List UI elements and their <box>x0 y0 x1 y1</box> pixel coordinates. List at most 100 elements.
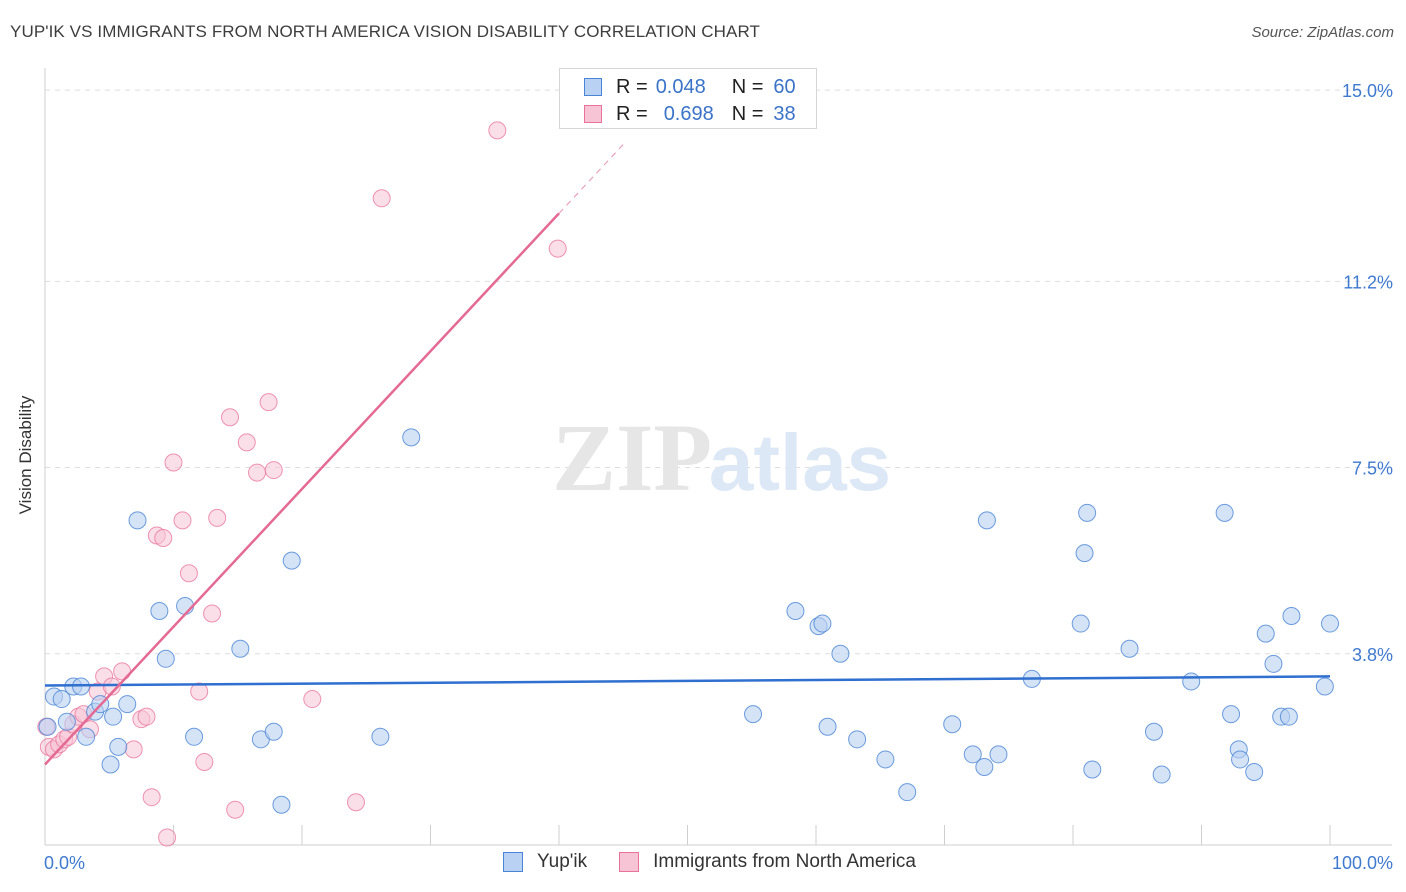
legend-r-label: R = <box>616 102 648 125</box>
yupik-point <box>38 717 57 736</box>
immigrants-point <box>203 604 222 623</box>
yupik-point <box>1245 763 1264 782</box>
yupik-point <box>813 614 832 633</box>
immigrants-point <box>124 740 143 759</box>
yupik-point <box>818 717 837 736</box>
watermark-atlas: atlas <box>709 418 891 507</box>
immigrants-point <box>264 461 283 480</box>
tick-labels: 3.8% 7.5% 11.2% 15.0% 0.0% 100.0% <box>44 81 1393 873</box>
yupik-point <box>77 727 96 746</box>
legend-label-yupik: Yup'ik <box>537 851 588 872</box>
yupik-point <box>744 705 763 724</box>
yupik-point <box>1215 503 1234 522</box>
immigrants-point <box>179 564 198 583</box>
immigrants-point <box>158 828 177 847</box>
immigrants-point <box>137 707 156 726</box>
immigrants-point <box>372 189 391 208</box>
yupik-point <box>1152 765 1171 784</box>
correlation-legend: R = 0.048 N = 60 R = 0.698 N = 38 <box>559 68 817 129</box>
yupik-point <box>101 755 120 774</box>
yupik-point <box>371 727 390 746</box>
yupik-point <box>1256 624 1275 643</box>
legend-swatch-pink <box>619 852 640 872</box>
yupik-point <box>272 795 291 814</box>
yupik-point <box>52 690 71 709</box>
immigrants-point <box>221 408 240 427</box>
yupik-point <box>1264 654 1283 673</box>
legend-n-value: 38 <box>773 102 796 125</box>
x-tick-label: 100.0% <box>1332 853 1393 873</box>
yupik-point <box>1279 707 1298 726</box>
immigrants-point <box>164 453 183 472</box>
yupik-point <box>1315 677 1334 696</box>
yupik-point <box>118 695 137 714</box>
legend-n-label: N = <box>731 102 764 125</box>
yupik-point <box>1182 672 1201 691</box>
immigrants-trend-line <box>44 212 560 766</box>
yupik-point <box>282 551 301 570</box>
watermark-zip: ZIP <box>552 404 712 511</box>
immigrants-point <box>346 793 365 812</box>
yupik-point <box>402 428 421 447</box>
yupik-point <box>264 722 283 741</box>
yupik-point <box>57 712 76 731</box>
chart-title: YUP'IK VS IMMIGRANTS FROM NORTH AMERICA … <box>10 22 761 41</box>
legend-n-label: N = <box>731 75 764 98</box>
yupik-point <box>1071 614 1090 633</box>
yupik-point <box>831 644 850 663</box>
legend-item-yupik: Yup'ik <box>503 851 587 873</box>
yupik-point <box>1083 760 1102 779</box>
source-label: Source: ZipAtlas.com <box>1251 24 1394 41</box>
gridlines <box>45 89 1392 655</box>
immigrants-point <box>142 788 161 807</box>
trend-lines <box>44 144 1331 766</box>
yupik-point <box>150 601 169 620</box>
series-yupik-points <box>38 428 1339 814</box>
legend-swatch-blue <box>584 78 602 96</box>
immigrants-point <box>237 433 256 452</box>
legend-n-value: 60 <box>773 75 796 98</box>
immigrants-point <box>173 511 192 530</box>
immigrants-point <box>488 121 507 140</box>
yupik-point <box>963 745 982 764</box>
immigrants-point <box>208 508 227 527</box>
yupik-point <box>1075 544 1094 563</box>
immigrants-point <box>190 682 209 701</box>
yupik-point <box>1231 750 1250 769</box>
legend-item-immigrants: Immigrants from North America <box>619 851 916 873</box>
yupik-point <box>975 757 994 776</box>
yupik-point <box>1144 722 1163 741</box>
yupik-point <box>176 596 195 615</box>
immigrants-point <box>259 393 278 412</box>
legend-row-immigrants: R = 0.698 N = 38 <box>584 102 796 126</box>
yupik-point <box>1321 614 1339 633</box>
yupik-point <box>876 750 895 769</box>
immigrants-point <box>102 677 121 696</box>
legend-r-value: 0.048 <box>655 75 706 98</box>
series-immigrants-points <box>37 121 567 847</box>
immigrants-point <box>195 752 214 771</box>
legend-r-label: R = <box>616 75 648 98</box>
immigrants-point <box>113 662 132 681</box>
legend-r-value: 0.698 <box>663 102 714 125</box>
yupik-point <box>156 649 175 668</box>
series-legend: Yup'ik Immigrants from North America <box>503 851 948 873</box>
yupik-point <box>104 707 123 726</box>
legend-swatch-blue <box>503 852 523 872</box>
yupik-point <box>185 727 204 746</box>
immigrants-point <box>548 239 567 258</box>
yupik-point <box>1120 639 1139 658</box>
yupik-point <box>977 511 996 530</box>
yupik-point <box>898 783 917 802</box>
yupik-point <box>943 715 962 734</box>
legend-swatch-pink <box>584 105 602 123</box>
y-tick-label: 15.0% <box>1342 81 1393 101</box>
yupik-point <box>1222 705 1241 724</box>
yupik-point <box>786 601 805 620</box>
y-tick-label: 3.8% <box>1352 645 1393 665</box>
immigrants-point <box>303 690 322 709</box>
immigrants-trend-extension <box>558 144 624 214</box>
yupik-point <box>989 745 1008 764</box>
yupik-trend-line <box>44 675 1331 687</box>
